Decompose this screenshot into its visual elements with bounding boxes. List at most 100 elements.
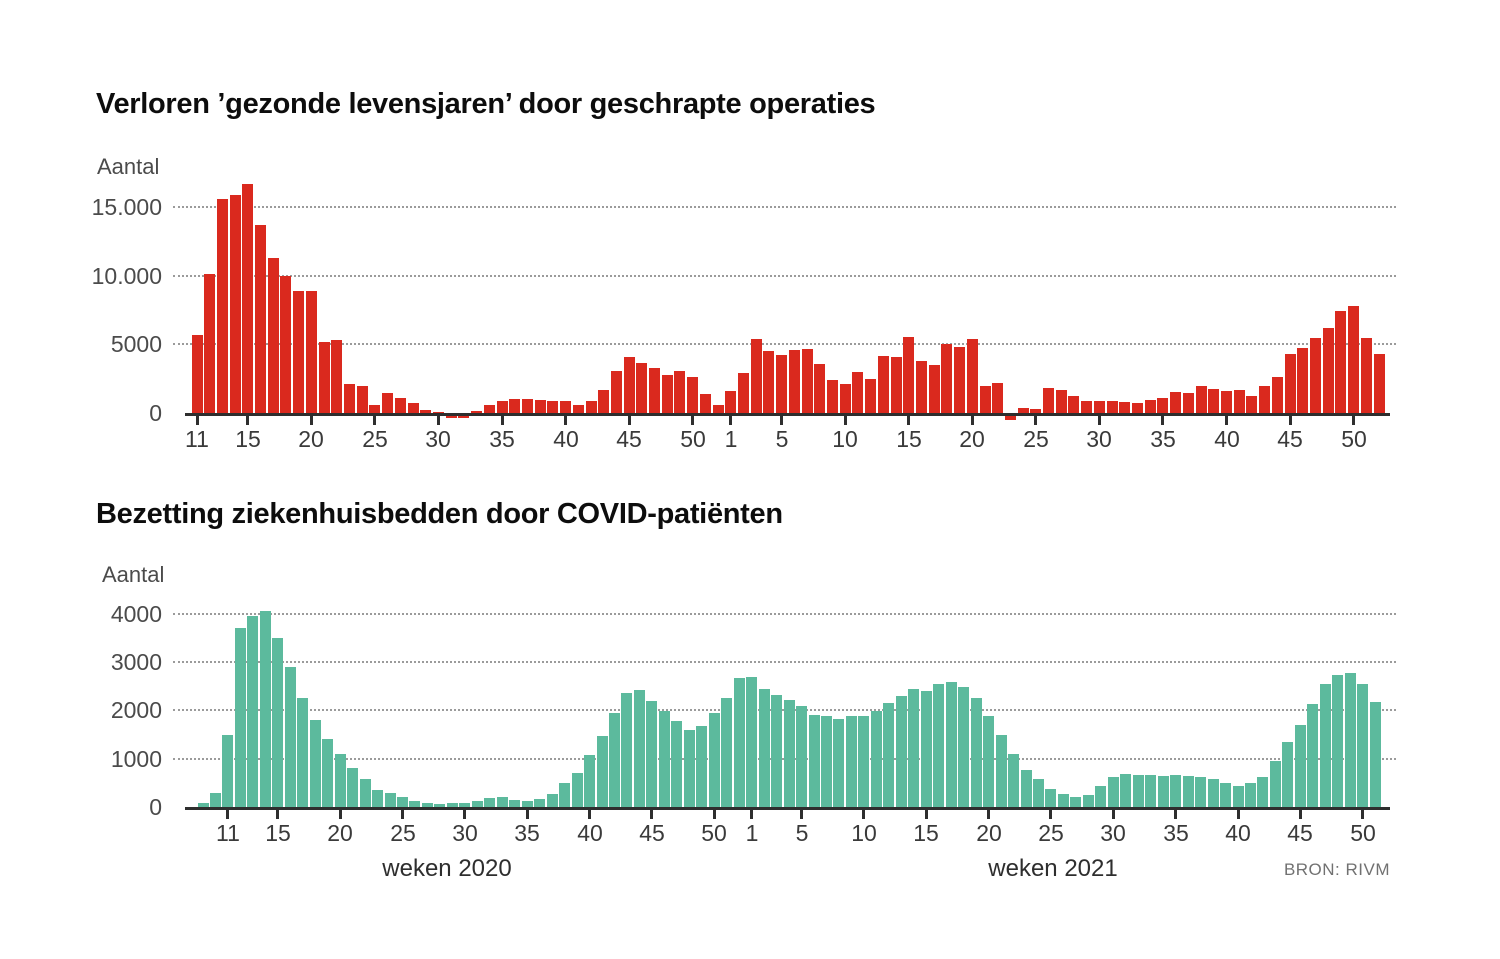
gridline-3000 bbox=[173, 661, 1396, 663]
x-tick-label: 11 bbox=[185, 426, 209, 452]
x-tick-label: 15 bbox=[896, 426, 922, 452]
bar bbox=[1018, 407, 1029, 413]
bar bbox=[573, 404, 584, 413]
bar bbox=[796, 705, 807, 807]
chart-beds-title: Bezetting ziekenhuisbedden door COVID-pa… bbox=[96, 498, 783, 530]
bar bbox=[738, 373, 749, 413]
bar bbox=[871, 710, 882, 807]
bar bbox=[1021, 770, 1032, 807]
y-tick-label: 3000 bbox=[110, 649, 162, 675]
x-tick bbox=[401, 810, 404, 819]
bar bbox=[331, 340, 342, 413]
x-tick bbox=[437, 416, 440, 425]
x-tick-label: 15 bbox=[913, 820, 939, 846]
bar bbox=[827, 380, 838, 413]
bar bbox=[1208, 389, 1219, 413]
bar bbox=[684, 729, 695, 807]
bar bbox=[372, 790, 383, 807]
bar bbox=[247, 616, 258, 807]
x-tick bbox=[691, 416, 694, 425]
x-tick-label: 1 bbox=[745, 820, 759, 846]
y-tick-label: 1000 bbox=[110, 746, 162, 772]
bar bbox=[709, 712, 720, 807]
x-tick bbox=[1098, 416, 1101, 425]
bar bbox=[397, 797, 408, 807]
bar bbox=[840, 384, 851, 413]
bar bbox=[395, 397, 406, 413]
bar bbox=[310, 720, 321, 807]
bar bbox=[306, 290, 317, 413]
bar bbox=[420, 410, 431, 413]
x-tick bbox=[1361, 810, 1364, 819]
bar bbox=[1332, 675, 1343, 807]
bar bbox=[1259, 385, 1270, 413]
bar bbox=[659, 711, 670, 807]
bar bbox=[597, 735, 608, 807]
bar bbox=[1310, 338, 1321, 413]
y-tick-label: 5000 bbox=[110, 331, 162, 357]
bar bbox=[255, 224, 266, 413]
bar bbox=[509, 399, 520, 413]
bar bbox=[547, 793, 558, 807]
x-tick bbox=[1225, 416, 1228, 425]
bar bbox=[713, 404, 724, 413]
bar bbox=[1107, 400, 1118, 413]
bar bbox=[751, 338, 762, 413]
bar bbox=[1157, 397, 1168, 413]
bar bbox=[846, 716, 857, 807]
bar bbox=[1208, 779, 1219, 807]
x-tick-label: 40 bbox=[1214, 426, 1240, 452]
bar bbox=[446, 416, 457, 418]
bar bbox=[1307, 703, 1318, 807]
bar bbox=[1270, 761, 1281, 807]
bar bbox=[497, 401, 508, 413]
bar bbox=[217, 198, 228, 413]
bar bbox=[319, 341, 330, 413]
x-tick bbox=[713, 810, 716, 819]
x-tick-label: 45 bbox=[1277, 426, 1303, 452]
bar bbox=[1357, 683, 1368, 807]
x-tick-label: 35 bbox=[1163, 820, 1189, 846]
bar bbox=[458, 416, 469, 418]
x-tick-label: 20 bbox=[976, 820, 1002, 846]
bar bbox=[408, 403, 419, 413]
bar bbox=[908, 688, 919, 807]
bar bbox=[865, 378, 876, 413]
bar bbox=[721, 698, 732, 807]
bar bbox=[1045, 788, 1056, 807]
x-tick bbox=[276, 810, 279, 819]
x-tick-label: 5 bbox=[775, 426, 789, 452]
x-tick-label: 25 bbox=[1038, 820, 1064, 846]
bar bbox=[198, 803, 209, 807]
x-tick bbox=[339, 810, 342, 819]
bar bbox=[1094, 400, 1105, 413]
x-tick bbox=[310, 416, 313, 425]
bar bbox=[1335, 311, 1346, 413]
bar bbox=[1033, 779, 1044, 807]
x-axis-line bbox=[185, 413, 1390, 416]
bar bbox=[621, 693, 632, 807]
x-tick bbox=[1237, 810, 1240, 819]
bar bbox=[344, 384, 355, 413]
bar bbox=[858, 716, 869, 807]
bar bbox=[484, 404, 495, 413]
bar bbox=[497, 797, 508, 807]
x-tick-label: 50 bbox=[680, 426, 706, 452]
bar bbox=[1119, 402, 1130, 413]
x-tick-label: 11 bbox=[216, 820, 240, 846]
x-tick-label: 30 bbox=[1086, 426, 1112, 452]
bar bbox=[382, 393, 393, 413]
bar bbox=[611, 371, 622, 413]
bar bbox=[1108, 777, 1119, 807]
bar bbox=[357, 385, 368, 413]
x-tick bbox=[501, 416, 504, 425]
bar bbox=[471, 410, 482, 413]
bar bbox=[1257, 776, 1268, 807]
bar bbox=[204, 274, 215, 413]
bar bbox=[958, 687, 969, 807]
gridline-10.000 bbox=[173, 275, 1396, 277]
x-tick bbox=[1352, 416, 1355, 425]
bar bbox=[459, 802, 470, 807]
x-tick-label: 40 bbox=[553, 426, 579, 452]
gridline-15.000 bbox=[173, 206, 1396, 208]
